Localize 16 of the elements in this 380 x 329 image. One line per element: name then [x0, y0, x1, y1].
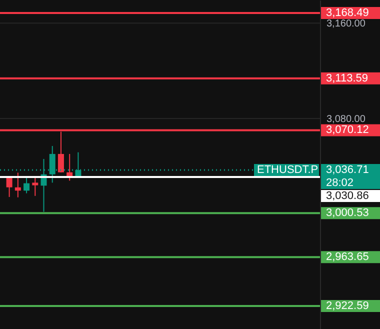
ref-line-label: 3,113.59 [326, 72, 368, 84]
y-tick-label: 3,160.00 [326, 18, 366, 30]
candlestick [32, 176, 38, 196]
ref-line-label: 2,963.65 [326, 251, 369, 264]
ref-line-label: 3,036.71 [326, 164, 369, 176]
ref-line-label: 2,922.59 [326, 300, 369, 312]
ref-line-label: 3,070.12 [326, 124, 369, 136]
ref-line-label: 3,168.49 [326, 7, 369, 19]
candlestick [6, 176, 12, 198]
candlestick [24, 176, 30, 194]
ref-line-label: 3,030.86 [326, 190, 369, 202]
y-tick-label: 3,080.00 [326, 114, 366, 125]
text: 28:02 [326, 177, 354, 190]
candlestick [14, 172, 21, 198]
ref-line-label: 3,000.53 [326, 207, 369, 220]
annotation: ETHUSDT.P [257, 164, 318, 176]
